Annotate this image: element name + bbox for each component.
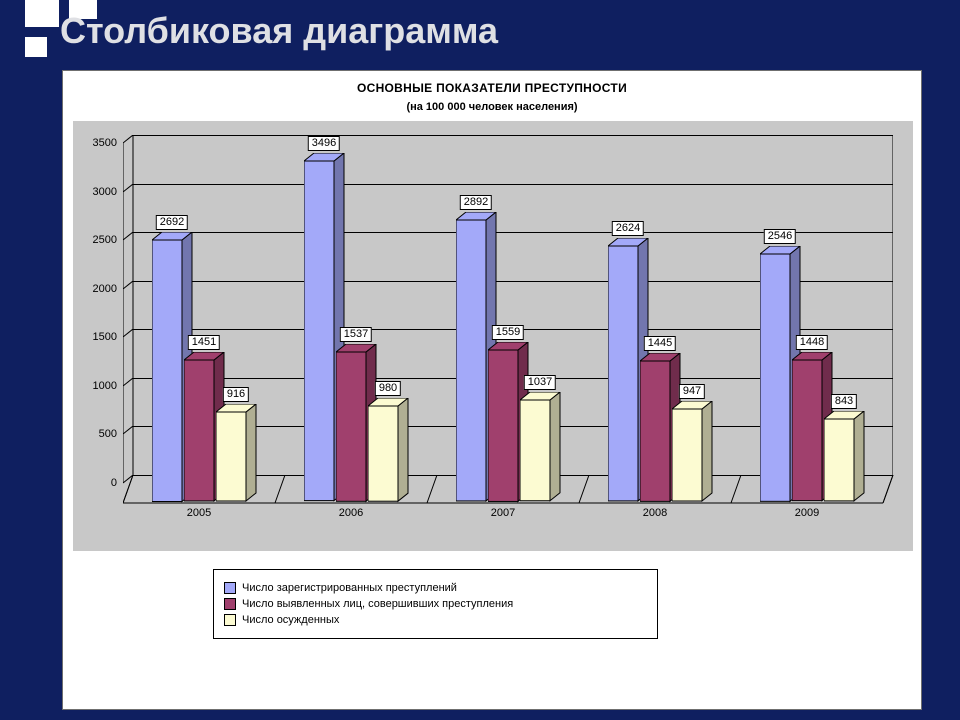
chart-title: ОСНОВНЫЕ ПОКАЗАТЕЛИ ПРЕСТУПНОСТИ xyxy=(73,81,911,95)
bar-value-label: 2892 xyxy=(460,195,492,210)
y-tick-label: 1000 xyxy=(93,380,123,392)
legend-label: Число осужденных xyxy=(242,614,339,626)
bar xyxy=(216,404,258,503)
y-tick-label: 3500 xyxy=(93,137,123,149)
bar-value-label: 1559 xyxy=(492,325,524,340)
legend-swatch xyxy=(224,582,236,594)
legend-swatch xyxy=(224,614,236,626)
legend-label: Число выявленных лиц, совершивших престу… xyxy=(242,598,513,610)
bar xyxy=(824,411,866,503)
bars-container: 2692 1451 916 3496 1537 980 2892 1559 1037 2624 14… xyxy=(123,135,893,503)
legend-label: Число зарегистрированных преступлений xyxy=(242,582,457,594)
bar-value-label: 980 xyxy=(375,381,401,396)
bar-value-label: 1448 xyxy=(796,335,828,350)
y-tick-label: 3000 xyxy=(93,186,123,198)
x-axis-label: 2007 xyxy=(491,507,515,519)
y-tick-label: 2500 xyxy=(93,234,123,246)
y-tick-label: 1500 xyxy=(93,331,123,343)
bar-value-label: 1537 xyxy=(340,327,372,342)
bar-value-label: 1037 xyxy=(524,375,556,390)
bar-value-label: 2546 xyxy=(764,229,796,244)
bar-value-label: 947 xyxy=(679,384,705,399)
legend-item: Число зарегистрированных преступлений xyxy=(224,582,647,594)
bar-value-label: 2624 xyxy=(612,221,644,236)
bar xyxy=(368,398,410,503)
legend-item: Число осужденных xyxy=(224,614,647,626)
bar-value-label: 2692 xyxy=(156,215,188,230)
deco-square-a xyxy=(22,0,62,30)
bar-value-label: 1445 xyxy=(644,336,676,351)
bar xyxy=(520,392,562,503)
bar xyxy=(672,401,714,503)
y-tick-label: 2000 xyxy=(93,283,123,295)
chart-panel: ОСНОВНЫЕ ПОКАЗАТЕЛИ ПРЕСТУПНОСТИ (на 100… xyxy=(62,70,922,710)
legend-item: Число выявленных лиц, совершивших престу… xyxy=(224,598,647,610)
x-axis-label: 2005 xyxy=(187,507,211,519)
slide-title: Столбиковая диаграмма xyxy=(60,10,498,52)
y-tick-label: 500 xyxy=(99,428,123,440)
bar-value-label: 3496 xyxy=(308,136,340,151)
x-axis-label: 2006 xyxy=(339,507,363,519)
plot-area: 2692 1451 916 3496 1537 980 2892 1559 1037 2624 14… xyxy=(73,121,913,551)
bar-value-label: 843 xyxy=(831,394,857,409)
bar-value-label: 916 xyxy=(223,387,249,402)
x-axis-labels: 2005 2006 2007 2008 2009 xyxy=(123,507,893,521)
chart-subtitle: (на 100 000 человек населения) xyxy=(73,101,911,113)
y-tick-label: 0 xyxy=(111,477,123,489)
deco-square-c xyxy=(22,34,50,60)
x-axis-label: 2008 xyxy=(643,507,667,519)
legend-swatch xyxy=(224,598,236,610)
x-axis-label: 2009 xyxy=(795,507,819,519)
legend: Число зарегистрированных преступлений Чис… xyxy=(213,569,658,639)
bar-value-label: 1451 xyxy=(188,335,220,350)
